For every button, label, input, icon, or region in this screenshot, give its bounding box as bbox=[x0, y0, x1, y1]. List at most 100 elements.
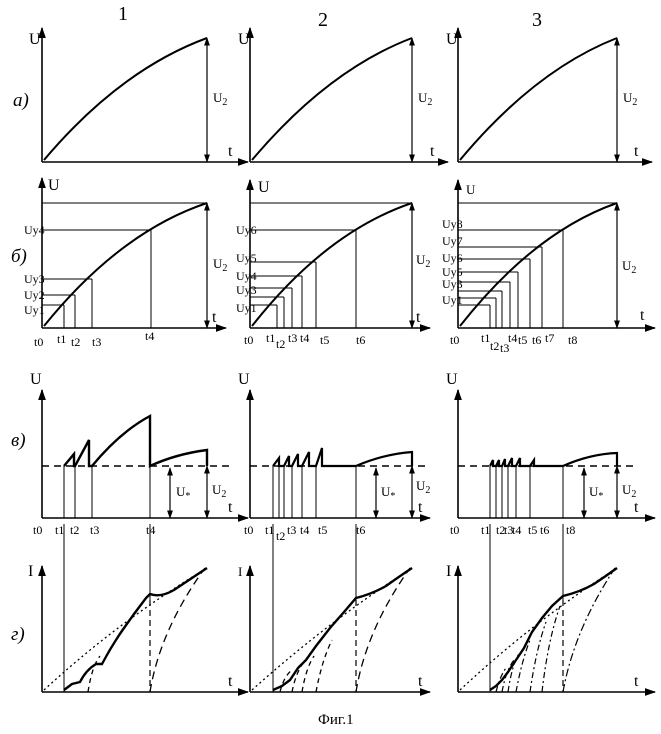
tick-label: t1 bbox=[55, 523, 64, 537]
t-axis-label: t bbox=[430, 143, 435, 160]
tick-label: t3 bbox=[92, 335, 101, 349]
tick-label: t1 bbox=[266, 331, 275, 345]
tick-label: t0 bbox=[244, 523, 253, 537]
level-label: Uy7 bbox=[442, 234, 463, 248]
tick-label: t5 bbox=[318, 523, 327, 537]
tick-label: t1 bbox=[57, 332, 66, 346]
tick-label: t0 bbox=[450, 333, 459, 347]
tick-label: t0 bbox=[244, 333, 253, 347]
tick-label: t4 bbox=[146, 523, 155, 537]
row-label-g: г) bbox=[11, 624, 25, 645]
tick-label: t2 bbox=[276, 337, 285, 351]
level-label: Uy8 bbox=[442, 217, 463, 231]
column-label-2: 2 bbox=[318, 9, 328, 31]
tick-label: t3 bbox=[288, 331, 297, 345]
tick-label: t6 bbox=[532, 333, 541, 347]
u2-label: U2 bbox=[212, 482, 226, 500]
level-label: Uy4 bbox=[24, 223, 45, 237]
t-axis-label: t bbox=[212, 309, 217, 326]
row-label-v: в) bbox=[11, 430, 26, 451]
level-label: Uy4 bbox=[236, 269, 257, 283]
level-label: Uy1 bbox=[24, 303, 45, 317]
t-axis-label: t bbox=[634, 673, 639, 690]
panel-g-1: I t bbox=[28, 524, 248, 692]
tick-label: t5 bbox=[320, 333, 329, 347]
u2-label: U2 bbox=[418, 90, 432, 108]
tick-label: t4 bbox=[512, 523, 521, 537]
t-axis-label: t bbox=[416, 309, 421, 326]
row-label-a: а) bbox=[13, 90, 29, 111]
tick-label: t4 bbox=[300, 523, 309, 537]
tick-label: t1 bbox=[481, 523, 490, 537]
tick-label: t5 bbox=[518, 333, 527, 347]
u-axis-label: U bbox=[48, 177, 60, 194]
row-label-b: б) bbox=[11, 246, 27, 267]
panel-a-3: U t U2 bbox=[446, 28, 652, 162]
column-label-3: 3 bbox=[532, 9, 542, 31]
i-axis-label: I bbox=[446, 563, 451, 580]
tick-label: t0 bbox=[450, 523, 459, 537]
u2-label: U2 bbox=[416, 252, 430, 270]
tick-label: t4 bbox=[145, 329, 154, 343]
tick-label: t1 bbox=[481, 331, 490, 345]
level-label: Uy6 bbox=[236, 223, 257, 237]
tick-label: t2 bbox=[490, 339, 499, 353]
tick-label: t5 bbox=[528, 523, 537, 537]
tick-label: t3 bbox=[287, 523, 296, 537]
tick-label: t6 bbox=[540, 523, 549, 537]
panel-v-3: U t U2 U* t0 t1 t2 t3 t4 t5 t6 t8 bbox=[446, 371, 655, 537]
u-axis-label: U bbox=[446, 371, 458, 388]
panel-b-2: U t U2 Uy6 Uy5 Uy4 Uy3 Uy1 t0 t1 t2 t3 t… bbox=[236, 179, 430, 351]
u-star-label: U* bbox=[176, 484, 190, 502]
tick-label: t0 bbox=[34, 335, 43, 349]
figure-caption: Фиг.1 bbox=[318, 712, 354, 728]
t-axis-label: t bbox=[228, 499, 233, 516]
tick-label: t7 bbox=[545, 331, 554, 345]
tick-label: t2 bbox=[276, 529, 285, 543]
panel-v-2: U t U2 U* t0 t1 t2 t3 t4 t5 t6 bbox=[238, 371, 430, 543]
t-axis-label: t bbox=[640, 307, 645, 324]
tick-label: t0 bbox=[33, 523, 42, 537]
tick-label: t6 bbox=[356, 333, 365, 347]
u2-label: U2 bbox=[416, 478, 430, 496]
t-axis-label: t bbox=[228, 673, 233, 690]
u-axis-label: U bbox=[466, 182, 476, 197]
i-axis-label: I bbox=[238, 564, 242, 579]
u2-label: U2 bbox=[213, 90, 227, 108]
tick-label: t2 bbox=[71, 335, 80, 349]
panel-g-2: I t bbox=[238, 524, 430, 692]
u-axis-label: U bbox=[238, 31, 250, 48]
tick-label: t8 bbox=[568, 333, 577, 347]
panel-a-2: U t U2 bbox=[238, 28, 448, 162]
u-axis-label: U bbox=[446, 31, 458, 48]
u-axis-label: U bbox=[238, 371, 250, 388]
panel-a-1: U t U2 bbox=[29, 28, 248, 162]
level-label: Uy5 bbox=[236, 251, 257, 265]
level-label: Uy6 bbox=[442, 251, 463, 265]
panel-g-3: I t bbox=[446, 524, 655, 692]
column-label-1: 1 bbox=[118, 3, 128, 25]
tick-label: t4 bbox=[508, 331, 517, 345]
panel-b-1: U t U2 Uy4 Uy3 Uy2 Uy1 t0 t1 t2 t3 t4 bbox=[24, 177, 227, 349]
tick-label: t4 bbox=[300, 331, 309, 345]
u2-label: U2 bbox=[623, 90, 637, 108]
t-axis-label: t bbox=[418, 673, 423, 690]
i-axis-label: I bbox=[28, 563, 33, 580]
u2-label: U2 bbox=[622, 258, 636, 276]
u-star-label: U* bbox=[381, 484, 395, 502]
panel-v-1: U t U2 U* t0 t1 t2 t3 t4 bbox=[30, 371, 248, 537]
t-axis-label: t bbox=[228, 143, 233, 160]
level-label: Uy3 bbox=[236, 283, 257, 297]
level-label: Uy3 bbox=[442, 277, 463, 291]
t-axis-label: t bbox=[418, 499, 423, 516]
u-axis-label: U bbox=[29, 31, 41, 48]
u-axis-label: U bbox=[258, 179, 270, 196]
u-star-label: U* bbox=[589, 484, 603, 502]
level-label: Uy1 bbox=[442, 293, 463, 307]
u2-label: U2 bbox=[622, 482, 636, 500]
tick-label: t8 bbox=[566, 523, 575, 537]
tick-label: t2 bbox=[70, 523, 79, 537]
u2-label: U2 bbox=[213, 256, 227, 274]
level-label: Uy3 bbox=[24, 272, 45, 286]
t-axis-label: t bbox=[634, 143, 639, 160]
